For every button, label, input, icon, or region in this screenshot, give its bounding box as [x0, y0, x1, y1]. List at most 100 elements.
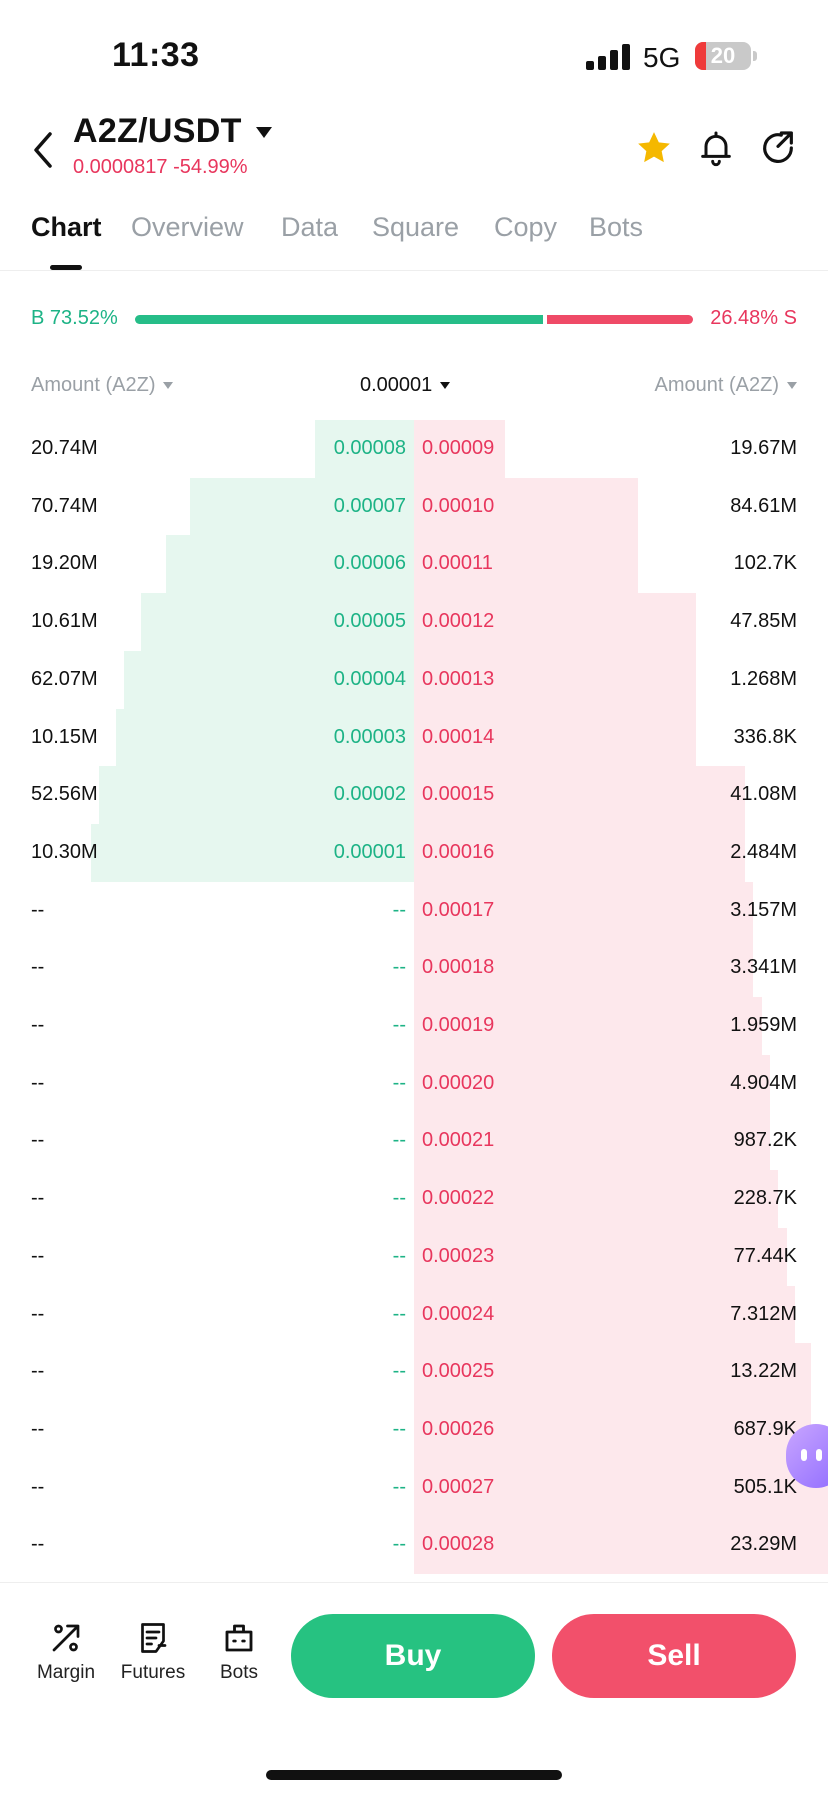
precision-select[interactable]: 0.00001: [360, 374, 451, 397]
ask-depth-bar: [414, 535, 638, 594]
ask-depth-bar: [414, 1343, 811, 1402]
sell-button[interactable]: Sell: [552, 1614, 796, 1698]
sell-ratio-value: 26.48%: [710, 307, 779, 329]
ask-quantity: 2.484M: [730, 840, 797, 863]
orderbook-row[interactable]: -- -- 0.00028 23.29M: [0, 1516, 828, 1574]
bid-quantity: 10.30M: [31, 840, 98, 863]
bid-price: --: [392, 1187, 406, 1210]
bid-price: --: [392, 898, 406, 921]
share-icon[interactable]: [758, 128, 798, 168]
bid-price: 0.00001: [333, 840, 406, 863]
orderbook-row[interactable]: -- -- 0.00023 77.44K: [0, 1228, 828, 1286]
orderbook-row[interactable]: 10.30M 0.00001 0.00016 2.484M: [0, 824, 828, 882]
bid-quantity: 10.15M: [31, 725, 98, 748]
orderbook-row[interactable]: 70.74M 0.00007 0.00010 84.61M: [0, 478, 828, 536]
ask-depth-bar: [414, 477, 638, 536]
bid-price: --: [392, 1533, 406, 1556]
tab-copy[interactable]: Copy: [494, 212, 558, 242]
tab-bots[interactable]: Bots: [589, 212, 644, 242]
ask-depth-bar: [414, 881, 753, 940]
sell-ratio: 26.48% S: [710, 307, 797, 330]
bid-quantity: --: [31, 1244, 45, 1267]
bid-depth-bar: [190, 477, 414, 536]
ask-quantity: 41.08M: [730, 783, 797, 806]
bid-price: 0.00008: [333, 437, 406, 459]
bots-button[interactable]: Bots: [199, 1620, 279, 1684]
orderbook-row[interactable]: 62.07M 0.00004 0.00013 1.268M: [0, 651, 828, 709]
assistant-icon[interactable]: [786, 1424, 828, 1488]
tab-square[interactable]: Square: [372, 212, 460, 242]
ask-quantity: 687.9K: [733, 1417, 797, 1440]
ask-price: 0.00009: [422, 437, 495, 459]
orderbook-row[interactable]: 10.61M 0.00005 0.00012 47.85M: [0, 593, 828, 651]
futures-button[interactable]: Futures: [113, 1620, 193, 1684]
orderbook-row[interactable]: -- -- 0.00025 13.22M: [0, 1343, 828, 1401]
orderbook-row[interactable]: -- -- 0.00026 687.9K: [0, 1401, 828, 1459]
ask-depth-bar: [414, 708, 696, 767]
orderbook-row[interactable]: 19.20M 0.00006 0.00011 102.7K: [0, 535, 828, 593]
orderbook-row[interactable]: -- -- 0.00021 987.2K: [0, 1112, 828, 1170]
ask-depth-bar: [414, 997, 762, 1056]
ask-quantity: 987.2K: [733, 1129, 797, 1152]
caret-down-icon: [163, 382, 174, 390]
pair-title[interactable]: A2Z/USDT: [73, 112, 242, 150]
ask-depth-bar: [414, 593, 696, 652]
ask-depth-bar: [414, 1054, 770, 1113]
orderbook-row[interactable]: -- -- 0.00027 505.1K: [0, 1459, 828, 1517]
ask-price: 0.00026: [422, 1417, 495, 1440]
star-icon[interactable]: [634, 128, 674, 168]
orderbook-row[interactable]: -- -- 0.00024 7.312M: [0, 1286, 828, 1344]
back-arrow-icon[interactable]: [26, 130, 62, 170]
ask-price: 0.00021: [422, 1129, 495, 1152]
orderbook-row[interactable]: -- -- 0.00020 4.904M: [0, 1055, 828, 1113]
ask-depth-bar: [414, 1170, 778, 1229]
margin-button[interactable]: Margin: [26, 1620, 106, 1684]
bid-depth-bar: [315, 420, 414, 479]
bid-price: 0.00005: [333, 610, 406, 633]
ask-price: 0.00018: [422, 956, 495, 979]
orderbook-row[interactable]: -- -- 0.00018 3.341M: [0, 939, 828, 997]
ask-quantity: 7.312M: [730, 1302, 797, 1325]
ratio-bar: [135, 315, 693, 324]
tab-overview[interactable]: Overview: [131, 212, 244, 242]
tab-chart[interactable]: Chart: [31, 212, 102, 242]
orderbook-row[interactable]: 10.15M 0.00003 0.00014 336.8K: [0, 709, 828, 767]
ask-quantity: 13.22M: [730, 1360, 797, 1383]
order-book: 20.74M 0.00008 0.00009 19.67M 70.74M 0.00007 0…: [0, 420, 828, 1580]
orderbook-row[interactable]: -- -- 0.00022 228.7K: [0, 1170, 828, 1228]
ask-quantity: 228.7K: [733, 1187, 797, 1210]
orderbook-row[interactable]: -- -- 0.00019 1.959M: [0, 997, 828, 1055]
bid-amount-header[interactable]: Amount (A2Z): [31, 374, 174, 397]
orderbook-row[interactable]: -- -- 0.00017 3.157M: [0, 882, 828, 940]
ask-depth-bar: [414, 1516, 828, 1575]
ask-depth-bar: [414, 1458, 828, 1517]
ask-price: 0.00012: [422, 610, 495, 633]
signal-icon: [586, 44, 630, 70]
ask-amount-header[interactable]: Amount (A2Z): [655, 374, 797, 397]
margin-label: Margin: [36, 1662, 96, 1683]
caret-down-icon[interactable]: [256, 126, 272, 138]
ask-price: 0.00015: [422, 783, 495, 806]
bid-price: --: [392, 1475, 406, 1498]
orderbook-row[interactable]: 20.74M 0.00008 0.00009 19.67M: [0, 420, 828, 478]
caret-down-icon: [440, 382, 451, 390]
buy-ratio-value: 73.52%: [49, 307, 118, 329]
caret-down-icon: [787, 382, 797, 390]
orderbook-row[interactable]: 52.56M 0.00002 0.00015 41.08M: [0, 766, 828, 824]
bell-icon[interactable]: [696, 128, 736, 168]
ask-price: 0.00020: [422, 1071, 495, 1094]
buy-button[interactable]: Buy: [291, 1614, 535, 1698]
bid-price: 0.00006: [333, 552, 406, 575]
ask-depth-bar: [414, 1285, 795, 1344]
battery-level: 20: [710, 43, 736, 68]
ask-price: 0.00028: [422, 1533, 495, 1556]
battery-icon: 20: [695, 42, 751, 70]
tab-data[interactable]: Data: [281, 212, 339, 242]
bid-depth-bar: [116, 708, 414, 767]
ask-depth-bar: [414, 420, 505, 479]
bid-price: --: [392, 1302, 406, 1325]
status-time: 11:33: [112, 36, 200, 74]
bid-price: 0.00004: [333, 667, 406, 690]
bid-depth-bar: [91, 823, 414, 883]
futures-label: Futures: [120, 1662, 186, 1683]
